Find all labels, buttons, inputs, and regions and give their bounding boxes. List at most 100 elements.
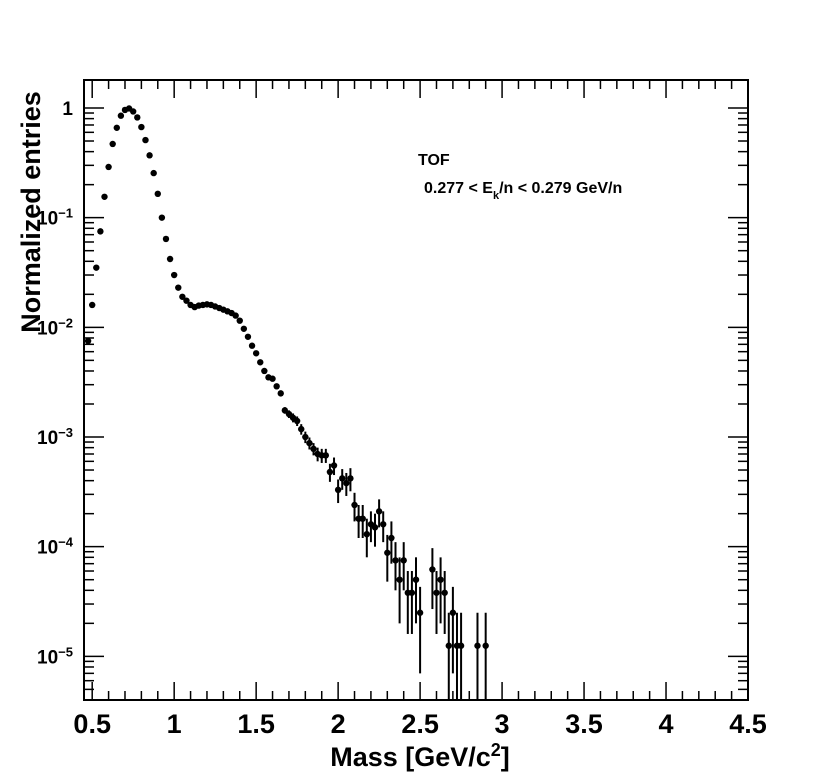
- x-tick-label: 3.5: [565, 709, 603, 739]
- y-tick-base: 10: [37, 428, 58, 449]
- data-point: [240, 325, 248, 332]
- x-tick-label: 1: [167, 709, 182, 739]
- y-tick-label: 10−3: [37, 425, 73, 450]
- data-point: [134, 114, 141, 121]
- axis-ticks: [84, 80, 749, 701]
- data-point: [482, 642, 489, 649]
- data-point: [359, 515, 366, 522]
- data-point: [380, 521, 387, 528]
- data-point: [310, 445, 317, 453]
- x-tick-label: 3: [495, 709, 510, 739]
- y-tick-base: 10: [37, 538, 58, 559]
- data-point: [142, 136, 149, 144]
- data-point: [388, 534, 395, 542]
- y-tick-labels: 110−110−210−310−410−5: [37, 99, 74, 668]
- y-tick-exponent: −5: [58, 644, 73, 659]
- data-point: [306, 439, 313, 447]
- data-point: [146, 152, 153, 159]
- y-tick-base: 1: [62, 99, 73, 120]
- data-point: [105, 163, 112, 171]
- data-point: [396, 576, 403, 583]
- y-tick-base: 10: [37, 209, 58, 230]
- energy-range-label: 0.277 < Ek/n < 0.279 GeV/n: [424, 180, 622, 202]
- x-tick-label: 4.5: [729, 709, 767, 739]
- data-point: [150, 169, 157, 177]
- data-point: [339, 475, 346, 482]
- x-axis-title-end: ]: [501, 742, 510, 772]
- data-point: [88, 301, 96, 309]
- x-tick-label: 0.5: [73, 709, 111, 739]
- data-point: [175, 284, 182, 291]
- data-point: [445, 642, 452, 649]
- data-point: [363, 530, 371, 538]
- data-points: [84, 105, 489, 700]
- x-axis-title-main: Mass [GeV/c: [330, 742, 491, 772]
- data-point: [158, 214, 166, 221]
- data-point: [113, 124, 120, 131]
- y-tick-label: 1: [62, 99, 73, 120]
- data-point: [117, 112, 125, 119]
- x-tick-labels: 0.5 1 1.5 2 2.5 3 3.5 4 4.5: [73, 709, 766, 739]
- y-tick-exponent: −3: [58, 425, 73, 440]
- data-point: [347, 475, 354, 482]
- energy-range-sub: k: [493, 190, 500, 202]
- data-point: [232, 312, 239, 319]
- data-point: [322, 452, 330, 459]
- data-point: [170, 271, 178, 279]
- data-point: [433, 589, 440, 596]
- data-point: [109, 140, 116, 148]
- data-point: [236, 317, 243, 324]
- data-point: [84, 337, 92, 345]
- data-point: [277, 390, 284, 397]
- energy-range-prefix: 0.277 < E: [424, 180, 493, 197]
- data-point: [273, 383, 280, 390]
- data-point: [457, 642, 465, 649]
- x-tick-label: 2: [331, 709, 346, 739]
- data-point: [244, 333, 252, 340]
- y-tick-exponent: −2: [58, 315, 73, 330]
- data-point: [400, 557, 407, 564]
- data-point: [408, 589, 416, 596]
- data-point: [330, 462, 338, 469]
- y-tick-exponent: −4: [58, 534, 74, 549]
- x-tick-label: 2.5: [401, 709, 439, 739]
- data-point: [429, 566, 436, 573]
- data-point: [281, 407, 289, 414]
- data-point: [261, 367, 268, 375]
- data-point: [343, 479, 350, 487]
- data-point: [179, 293, 186, 300]
- data-point: [392, 557, 399, 564]
- data-point: [93, 264, 100, 271]
- data-point: [183, 297, 190, 304]
- y-tick-base: 10: [37, 318, 58, 339]
- data-point: [375, 508, 383, 515]
- data-point: [129, 108, 137, 115]
- y-tick-base: 10: [37, 647, 58, 668]
- data-point: [101, 193, 108, 200]
- data-point: [441, 589, 448, 596]
- data-point: [285, 410, 293, 418]
- data-point: [437, 576, 444, 583]
- x-axis-title-sup: 2: [491, 740, 501, 760]
- plot-frame: [83, 79, 749, 701]
- x-axis-title: Mass [GeV/c2]: [330, 740, 510, 772]
- energy-range-suffix: /n < 0.279 GeV/n: [499, 180, 622, 197]
- data-point: [248, 342, 256, 349]
- y-axis-title: Normalized entries: [16, 91, 46, 333]
- data-point: [162, 235, 170, 243]
- data-point: [293, 417, 301, 425]
- data-point: [326, 468, 334, 476]
- data-point: [384, 549, 391, 556]
- y-tick-label: 10−4: [37, 534, 74, 559]
- data-point: [371, 524, 379, 531]
- data-point: [97, 228, 104, 235]
- data-point: [351, 501, 358, 509]
- y-tick-label: 10−2: [37, 315, 73, 340]
- detector-label: TOF: [418, 152, 450, 169]
- data-point: [449, 609, 457, 616]
- y-tick-label: 10−5: [37, 644, 73, 669]
- data-point: [334, 486, 342, 494]
- y-tick-exponent: −1: [58, 205, 73, 220]
- data-point: [302, 433, 309, 441]
